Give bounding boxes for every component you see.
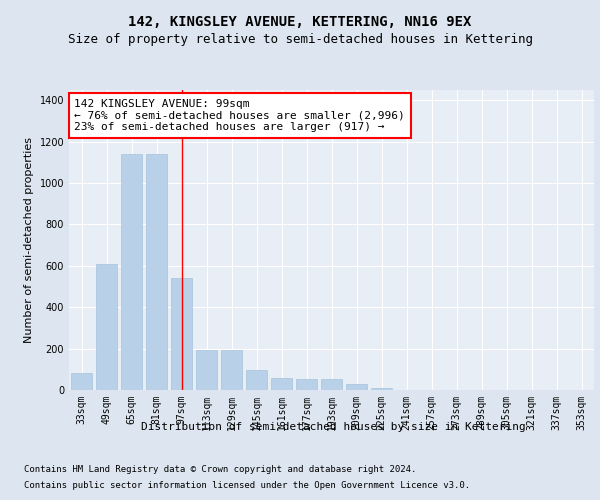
Bar — [146, 154, 167, 390]
Bar — [121, 154, 142, 390]
Bar — [346, 384, 367, 390]
Bar — [296, 378, 317, 390]
Text: 142, KINGSLEY AVENUE, KETTERING, NN16 9EX: 142, KINGSLEY AVENUE, KETTERING, NN16 9E… — [128, 16, 472, 30]
Text: Contains HM Land Registry data © Crown copyright and database right 2024.: Contains HM Land Registry data © Crown c… — [24, 466, 416, 474]
Bar — [96, 264, 117, 390]
Bar — [171, 278, 192, 390]
Bar — [196, 350, 217, 390]
Text: Contains public sector information licensed under the Open Government Licence v3: Contains public sector information licen… — [24, 480, 470, 490]
Text: Distribution of semi-detached houses by size in Kettering: Distribution of semi-detached houses by … — [140, 422, 526, 432]
Bar — [71, 374, 92, 390]
Text: Size of property relative to semi-detached houses in Kettering: Size of property relative to semi-detach… — [67, 34, 533, 46]
Bar — [371, 388, 392, 390]
Bar — [321, 378, 342, 390]
Bar — [271, 378, 292, 390]
Bar — [246, 370, 267, 390]
Y-axis label: Number of semi-detached properties: Number of semi-detached properties — [24, 137, 34, 343]
Text: 142 KINGSLEY AVENUE: 99sqm
← 76% of semi-detached houses are smaller (2,996)
23%: 142 KINGSLEY AVENUE: 99sqm ← 76% of semi… — [74, 99, 405, 132]
Bar — [221, 350, 242, 390]
